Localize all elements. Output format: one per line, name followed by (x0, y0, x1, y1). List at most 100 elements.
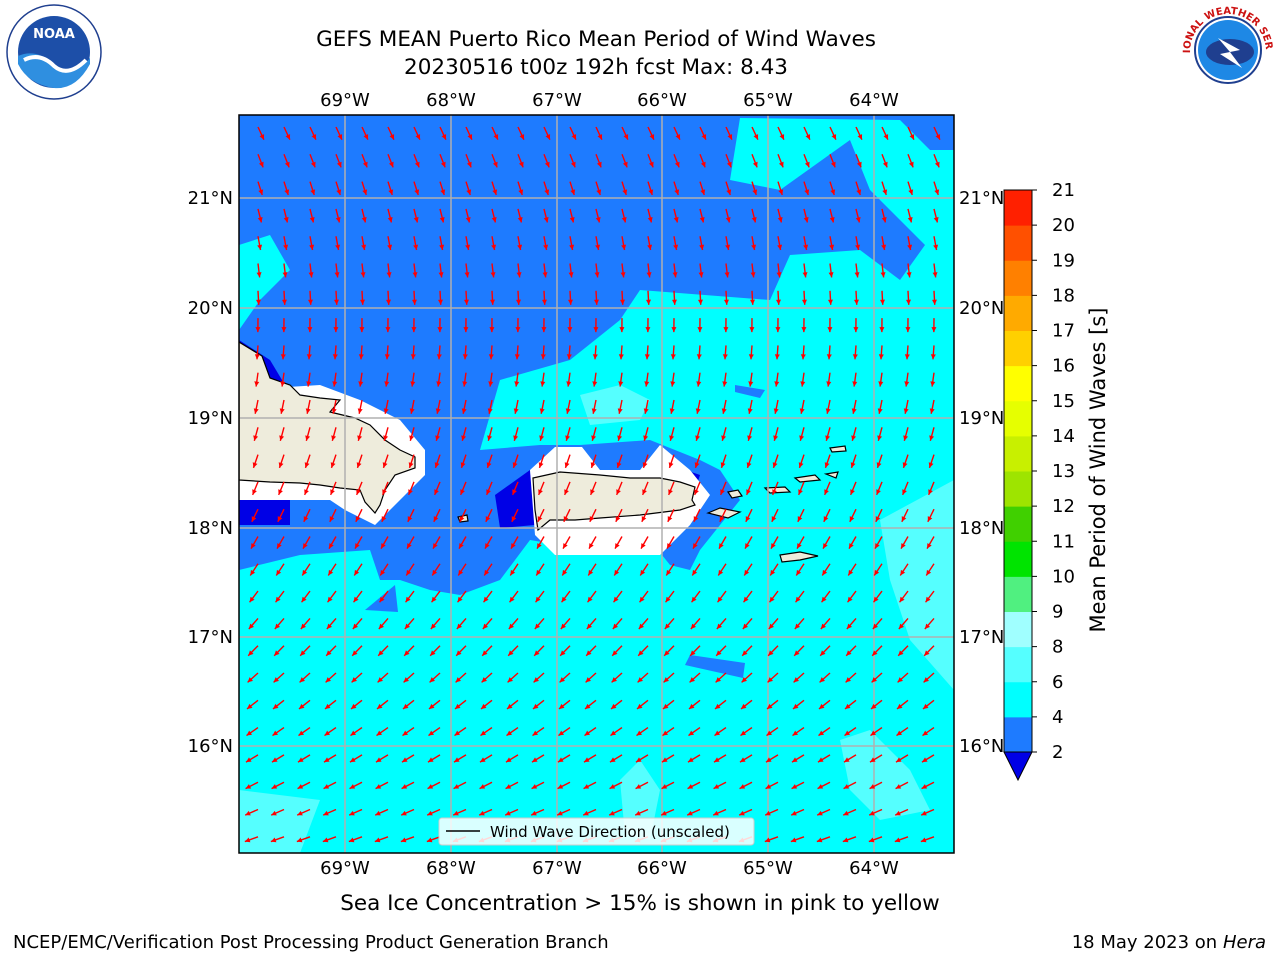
caption: Sea Ice Concentration > 15% is shown in … (340, 891, 940, 916)
wave-direction-arrowhead (640, 569, 646, 576)
wave-direction-arrowhead (359, 327, 365, 333)
wave-direction-arrowhead (437, 327, 443, 333)
wave-direction-arrowhead (664, 623, 671, 630)
wave-direction-arrowhead (791, 757, 798, 763)
wave-direction-arrowhead (795, 596, 801, 603)
wave-direction-arrowhead (921, 784, 928, 789)
wave-direction-arrowhead (778, 189, 784, 195)
wave-direction-arrowhead (270, 837, 277, 843)
wave-direction-arrowhead (716, 623, 723, 630)
wave-direction-arrowhead (401, 784, 408, 789)
colorbar-tick-label: 6 (1052, 672, 1063, 693)
wave-direction-arrowhead (248, 623, 255, 630)
wave-direction-arrowhead (739, 784, 746, 789)
wave-direction-arrowhead (896, 730, 903, 736)
wave-direction-arrowhead (489, 327, 495, 333)
wave-direction-arrowhead (358, 381, 364, 387)
wave-direction-arrowhead (513, 408, 519, 414)
wave-direction-arrowhead (586, 623, 593, 630)
lat-label-left: 20°N (188, 298, 233, 319)
wave-direction-arrowhead (403, 703, 409, 709)
wave-direction-arrowhead (505, 810, 511, 816)
wave-direction-arrowhead (431, 596, 437, 603)
wave-direction-arrowhead (695, 408, 701, 414)
wave-direction-arrowhead (636, 730, 643, 736)
wave-direction-arrowhead (382, 489, 387, 495)
wave-direction-arrowhead (283, 244, 289, 250)
wave-direction-arrowhead (698, 272, 704, 278)
land-islet-4 (779, 551, 819, 563)
wave-direction-arrowhead (586, 650, 592, 656)
wave-direction-arrowhead (560, 623, 567, 630)
wave-direction-arrowhead (479, 810, 485, 816)
wave-direction-arrowhead (483, 596, 489, 603)
wave-direction-arrowhead (296, 837, 303, 843)
wave-direction-arrowhead (766, 730, 773, 736)
colorbar-segment (1004, 260, 1032, 296)
wave-direction-arrowhead (350, 730, 357, 736)
wave-direction-arrowhead (273, 677, 279, 683)
map-area (239, 115, 954, 853)
wave-direction-arrowhead (388, 161, 394, 168)
wave-direction-arrowhead (899, 596, 905, 603)
wave-direction-arrowhead (407, 516, 413, 522)
wave-direction-arrowhead (826, 381, 832, 387)
wave-direction-arrowhead (687, 810, 693, 816)
wave-direction-arrowhead (557, 810, 563, 816)
wave-direction-arrowhead (297, 757, 304, 763)
wave-direction-arrowhead (271, 810, 277, 816)
wave-direction-arrowhead (827, 299, 833, 305)
map-gridlines (239, 115, 954, 853)
wave-direction-arrowhead (375, 810, 381, 816)
wave-direction-arrowhead (746, 489, 751, 495)
wave-direction-arrowhead (386, 272, 392, 278)
wave-direction-arrowhead (561, 596, 567, 603)
wave-direction-arrowhead (848, 569, 854, 576)
wave-direction-arrowhead (427, 784, 434, 789)
wave-direction-arrowhead (846, 623, 853, 630)
period-region-below-2b (239, 500, 290, 525)
wave-direction-arrowhead (637, 677, 643, 683)
wave-direction-arrowhead (481, 703, 487, 709)
wave-direction-arrowhead (662, 730, 669, 736)
colorbar-tick-label: 15 (1052, 391, 1075, 412)
wave-direction-arrowhead (933, 244, 939, 250)
wave-direction-arrowhead (623, 134, 629, 140)
wave-direction-arrowhead (609, 757, 616, 763)
colorbar-segment (1004, 400, 1032, 437)
wave-direction-arrowhead (508, 650, 514, 656)
wave-direction-arrowhead (487, 408, 493, 414)
wave-direction-arrowhead (771, 543, 776, 549)
wave-direction-arrowhead (817, 757, 824, 763)
wave-direction-arrowhead (325, 703, 331, 709)
wave-direction-arrowhead (361, 244, 367, 250)
wave-direction-arrowhead (875, 543, 880, 549)
wave-direction-arrowhead (748, 354, 754, 360)
wave-direction-arrowhead (593, 327, 599, 333)
wave-direction-arrowhead (388, 189, 394, 195)
wave-direction-arrowhead (621, 217, 627, 223)
wave-direction-arrowhead (690, 650, 696, 656)
wave-direction-arrowhead (300, 650, 306, 656)
wave-direction-arrowhead (379, 596, 385, 603)
wave-direction-arrowhead (671, 327, 677, 333)
wave-direction-arrowhead (764, 837, 771, 843)
land-islet-3 (727, 489, 743, 499)
wave-direction-arrowhead (854, 272, 860, 278)
wave-direction-arrowhead (877, 435, 883, 441)
lat-label-left: 18°N (188, 518, 233, 539)
footer-date: 18 May 2023 on Hera (1072, 932, 1266, 953)
wave-direction-arrowhead (924, 650, 930, 656)
wave-direction-arrowhead (304, 489, 309, 495)
wave-direction-arrowhead (413, 217, 419, 223)
wave-direction-arrowhead (791, 810, 797, 816)
map-frame (238, 114, 955, 854)
colorbar-segment (1004, 225, 1032, 261)
wave-direction-arrowhead (305, 408, 311, 414)
wave-direction-arrowhead (430, 623, 437, 630)
wave-direction-arrowhead (375, 757, 382, 763)
wave-direction-arrowhead (252, 489, 257, 495)
wave-direction-arrowhead (595, 244, 601, 250)
wave-direction-arrowhead (545, 134, 551, 140)
wave-direction-arrowhead (796, 569, 802, 576)
